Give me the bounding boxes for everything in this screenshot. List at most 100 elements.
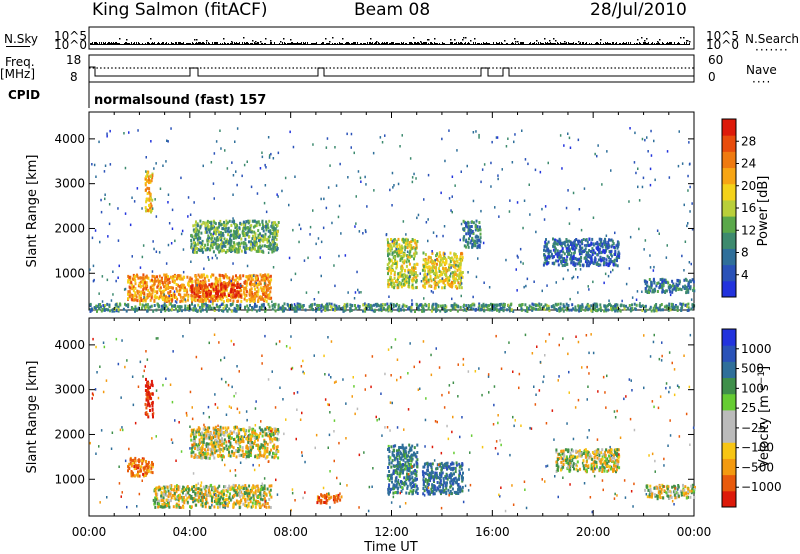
nsky-spike bbox=[265, 38, 267, 40]
heatmap-cell bbox=[556, 249, 559, 253]
heatmap-speckle bbox=[246, 160, 248, 163]
heatmap-cell bbox=[240, 249, 243, 253]
heatmap-cell bbox=[169, 494, 172, 498]
heatmap-cell bbox=[409, 270, 412, 274]
heatmap-cell bbox=[545, 238, 547, 242]
heatmap-cell bbox=[560, 244, 563, 248]
heatmap-cell bbox=[226, 221, 229, 225]
heatmap-speckle bbox=[571, 277, 573, 280]
nsky-sample bbox=[332, 43, 333, 45]
nsky-sample bbox=[102, 44, 103, 45]
heatmap-cell bbox=[362, 303, 365, 307]
heatmap-cell bbox=[664, 291, 667, 294]
heatmap-speckle bbox=[515, 268, 517, 271]
heatmap-cell bbox=[600, 251, 603, 255]
heatmap-speckle bbox=[174, 300, 177, 303]
heatmap-cell bbox=[544, 303, 547, 307]
heatmap-cell bbox=[210, 239, 213, 242]
nsky-sample bbox=[342, 43, 343, 45]
heatmap-cell bbox=[403, 304, 406, 308]
nsky-sample bbox=[428, 43, 429, 45]
heatmap-cell bbox=[254, 224, 257, 228]
heatmap-cell bbox=[226, 249, 229, 253]
heatmap-speckle bbox=[358, 230, 361, 233]
nsky-spike bbox=[342, 38, 344, 40]
nsky-sample bbox=[626, 42, 627, 45]
heatmap-cell bbox=[219, 236, 222, 240]
heatmap-speckle bbox=[411, 299, 413, 302]
heatmap-speckle bbox=[577, 138, 580, 142]
heatmap-cell bbox=[554, 252, 557, 256]
heatmap-cell bbox=[257, 283, 260, 286]
heatmap-cell bbox=[448, 268, 451, 272]
heatmap-cell bbox=[591, 247, 594, 251]
heatmap-cell bbox=[454, 262, 457, 266]
heatmap-cell bbox=[461, 275, 464, 279]
heatmap-speckle bbox=[517, 256, 519, 259]
heatmap-cell bbox=[200, 275, 202, 279]
nsky-sample bbox=[478, 43, 479, 45]
heatmap-cell bbox=[196, 310, 199, 313]
heatmap-cell bbox=[403, 273, 406, 277]
heatmap-cell bbox=[328, 302, 331, 306]
heatmap-cell bbox=[676, 305, 679, 309]
heatmap-cell bbox=[233, 282, 236, 286]
heatmap-cell bbox=[669, 284, 671, 287]
heatmap-cell bbox=[609, 258, 612, 262]
heatmap-speckle bbox=[141, 255, 144, 259]
nsky-sample bbox=[281, 44, 282, 45]
nsky-sample bbox=[434, 42, 435, 45]
heatmap-cell bbox=[451, 284, 454, 288]
heatmap-cell bbox=[681, 305, 683, 309]
nsky-spike bbox=[252, 40, 254, 42]
heatmap-speckle bbox=[658, 232, 660, 235]
heatmap-cell bbox=[243, 292, 246, 296]
nsky-sample bbox=[542, 43, 543, 45]
heatmap-cell bbox=[175, 277, 178, 281]
heatmap-speckle bbox=[450, 272, 452, 275]
heatmap-speckle bbox=[364, 175, 366, 179]
heatmap-cell bbox=[401, 256, 404, 260]
heatmap-cell bbox=[206, 293, 208, 297]
heatmap-cell bbox=[654, 289, 657, 293]
heatmap-cell bbox=[686, 304, 688, 308]
nsky-sample bbox=[292, 42, 293, 45]
heatmap-speckle bbox=[524, 158, 527, 161]
heatmap-cell bbox=[558, 251, 561, 255]
heatmap-cell bbox=[255, 290, 258, 294]
heatmap-cell bbox=[266, 487, 269, 491]
nsky-sample bbox=[600, 42, 601, 45]
nsky-sample bbox=[191, 44, 192, 45]
nsky-sample bbox=[321, 43, 322, 45]
heatmap-speckle bbox=[268, 154, 271, 157]
heatmap-speckle bbox=[362, 232, 364, 235]
heatmap-cell bbox=[665, 304, 668, 308]
heatmap-speckle bbox=[325, 146, 328, 149]
heatmap-cell bbox=[272, 221, 275, 225]
heatmap-speckle bbox=[688, 261, 691, 264]
heatmap-cell bbox=[547, 306, 550, 310]
nsky-sample bbox=[212, 42, 213, 45]
heatmap-cell bbox=[397, 253, 400, 257]
nsky-sample bbox=[301, 42, 302, 45]
heatmap-cell bbox=[594, 306, 597, 310]
heatmap-cell bbox=[492, 305, 495, 309]
heatmap-cell bbox=[254, 505, 257, 509]
heatmap-cell bbox=[644, 286, 647, 290]
heatmap-cell bbox=[146, 186, 149, 190]
heatmap-speckle bbox=[107, 235, 109, 238]
nsky-sample bbox=[564, 43, 565, 45]
heatmap-cell bbox=[460, 251, 463, 255]
heatmap-speckle bbox=[106, 135, 108, 138]
heatmap-speckle bbox=[212, 182, 215, 185]
heatmap-cell bbox=[577, 262, 580, 265]
nsky-sample bbox=[598, 43, 599, 45]
heatmap-speckle bbox=[123, 132, 125, 135]
heatmap-speckle bbox=[360, 180, 362, 183]
heatmap-speckle bbox=[631, 296, 634, 299]
heatmap-speckle bbox=[535, 230, 537, 234]
nsky-sample bbox=[631, 44, 632, 45]
heatmap-cell bbox=[436, 252, 439, 256]
heatmap-cell bbox=[408, 285, 411, 289]
heatmap-cell bbox=[677, 279, 680, 283]
